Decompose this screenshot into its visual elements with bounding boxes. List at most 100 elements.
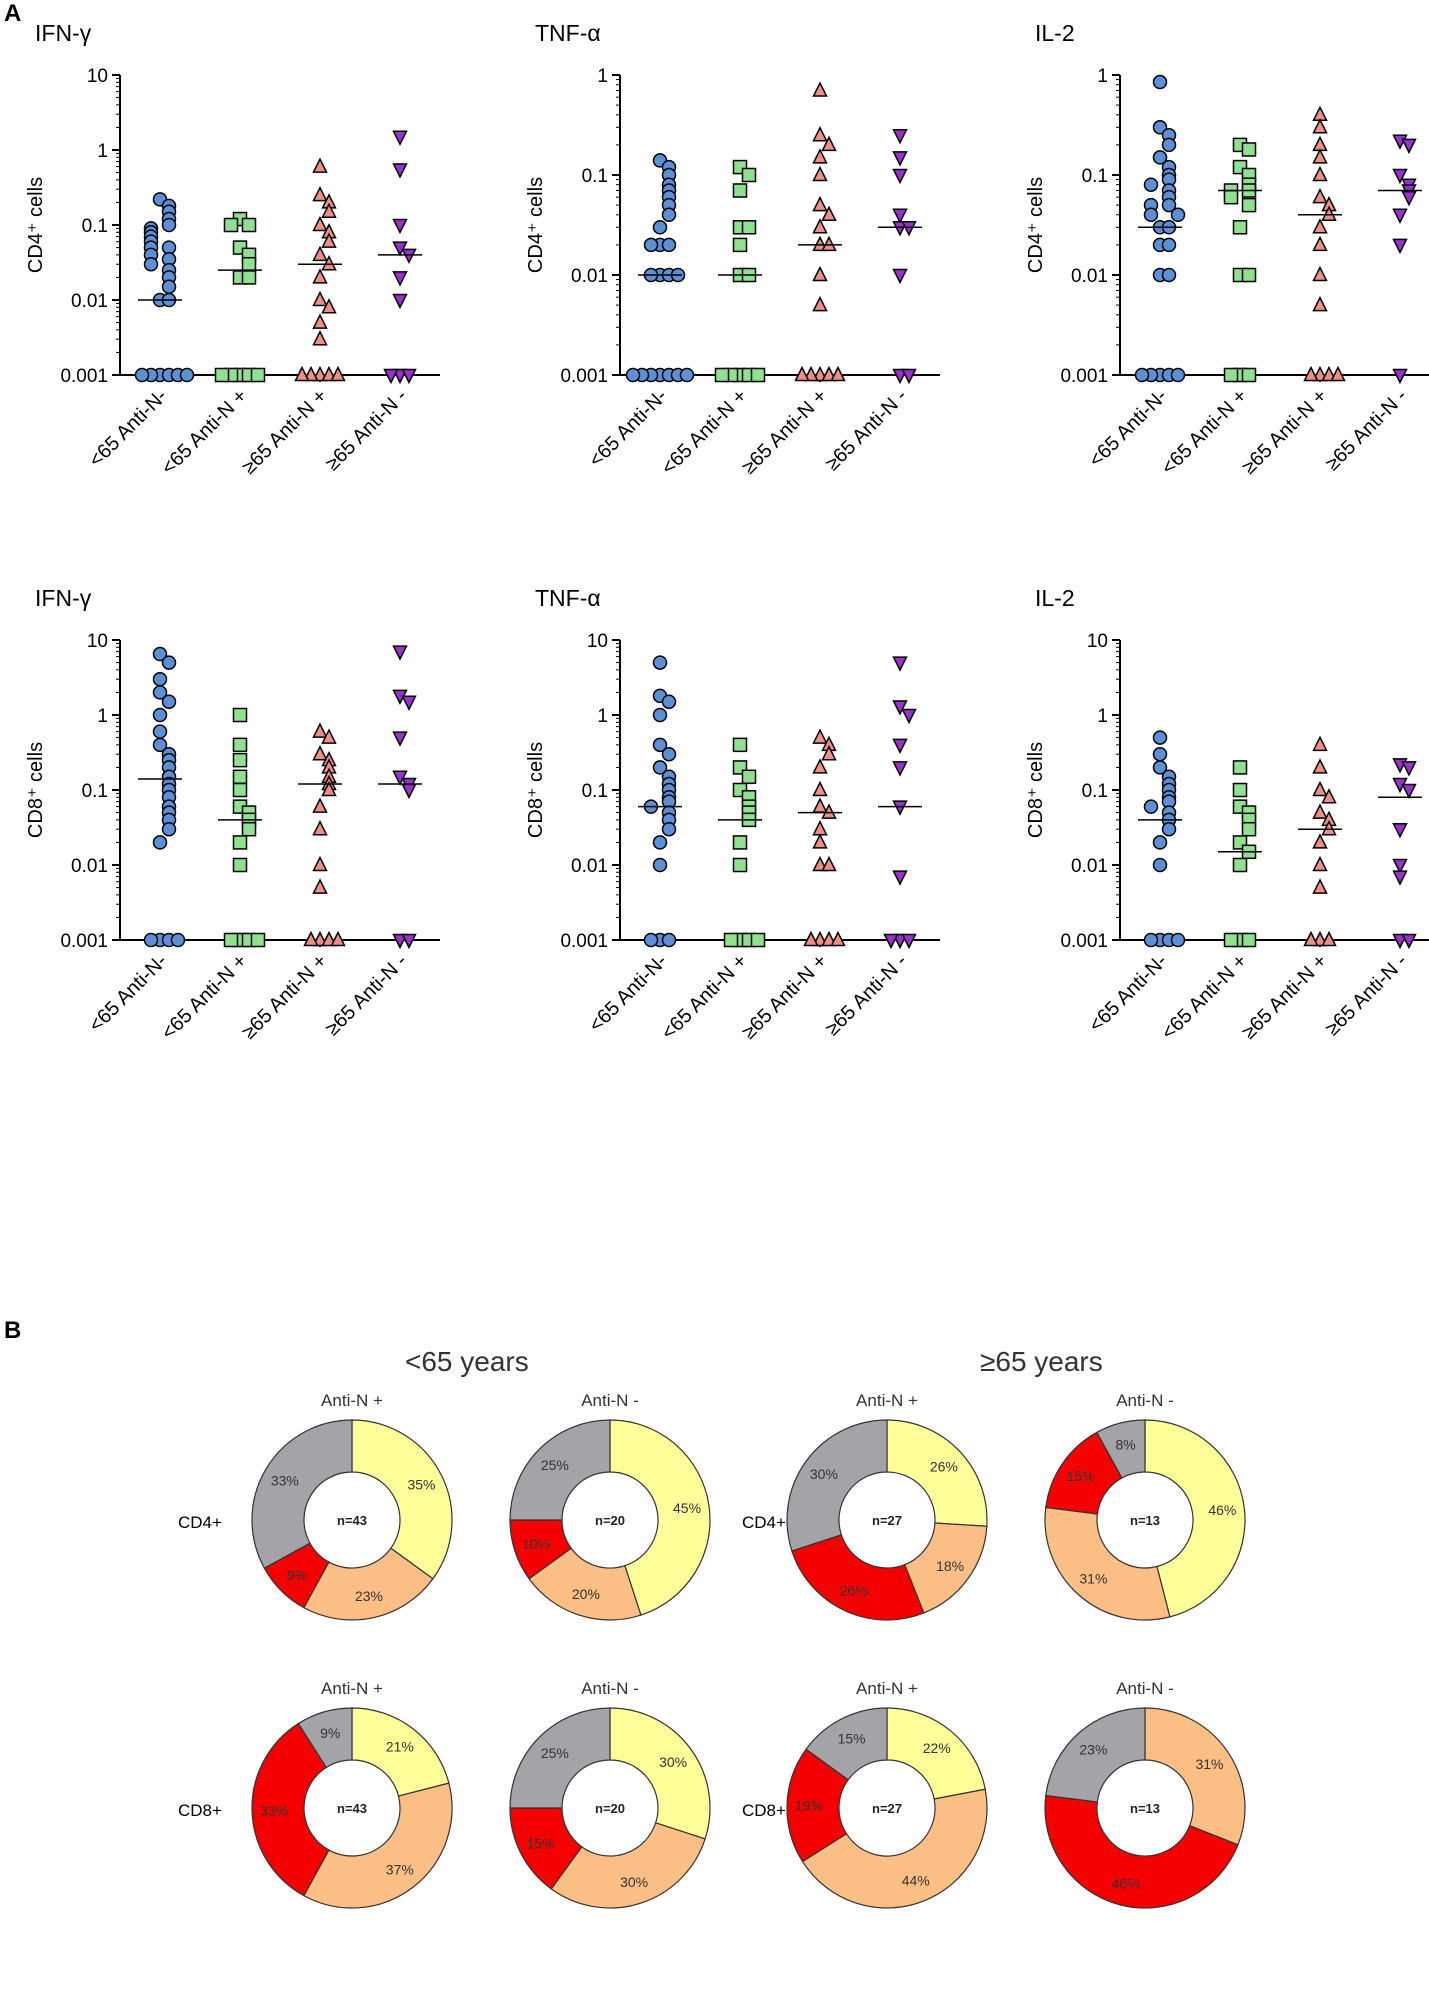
data-point [812, 797, 828, 813]
x-tick-label: ≥65 Anti-N - [321, 950, 411, 1040]
data-point [741, 769, 757, 785]
slice-label: 26% [840, 1583, 868, 1599]
data-point [1401, 138, 1417, 155]
x-tick-label: ≥65 Anti-N + [738, 385, 832, 479]
chart-title: IFN-γ [35, 585, 92, 611]
donut-center-label: n=27 [872, 1801, 902, 1816]
data-point [741, 167, 757, 183]
y-axis-label: CD8⁺ cells [1025, 742, 1047, 838]
data-point [812, 265, 828, 282]
data-point [152, 707, 168, 723]
chart-title: IL-2 [1035, 585, 1075, 611]
y-tick-label: 10 [87, 631, 108, 652]
chart-title: IFN-γ [35, 20, 92, 46]
data-point [892, 268, 908, 285]
data-point [679, 367, 695, 383]
data-point [1152, 835, 1168, 850]
x-tick-label: ≥65 Anti-N - [1321, 385, 1411, 475]
data-point [812, 235, 828, 252]
slice-label: 25% [541, 1745, 569, 1761]
data-point [392, 218, 408, 235]
data-point [1241, 142, 1257, 157]
donut-slice-orange [1144, 1707, 1246, 1846]
data-point [821, 235, 837, 252]
donut-slice-red [786, 1748, 850, 1863]
data-point [143, 932, 159, 948]
donut-slice-yellow [886, 1707, 986, 1800]
data-point [312, 365, 328, 382]
data-point [1152, 120, 1168, 135]
x-tick-label: ≥65 Anti-N + [1238, 950, 1332, 1044]
data-point [1161, 821, 1177, 837]
y-tick-label: 0.01 [571, 856, 608, 877]
data-point [1312, 188, 1328, 204]
data-point [1392, 822, 1408, 839]
y-tick-label: 0.01 [1071, 856, 1108, 877]
data-point [892, 208, 908, 224]
x-tick-label: <65 Anti-N- [85, 950, 172, 1037]
data-point [1312, 930, 1328, 947]
y-tick-label: 1 [1097, 66, 1108, 87]
chart-donut-cd8-o65-neg: Anti-N - 31% 46% 23% n=13 [1044, 1679, 1246, 1909]
data-point [661, 932, 677, 948]
data-point [1330, 365, 1346, 382]
donut-slice-grey [251, 1419, 353, 1569]
data-point [732, 857, 748, 873]
data-point [812, 930, 828, 947]
data-point [1143, 177, 1159, 192]
data-point [312, 330, 328, 346]
data-point [883, 933, 899, 950]
x-tick-label: ≥65 Anti-N + [238, 950, 332, 1044]
data-point [214, 367, 230, 383]
data-point [152, 671, 168, 687]
y-tick-label: 0.001 [1060, 931, 1108, 952]
slice-label: 8% [1115, 1436, 1135, 1452]
row-label-cd8: CD8+ [178, 1801, 222, 1820]
data-point [161, 821, 177, 837]
slice-label: 44% [902, 1873, 930, 1889]
data-point [1241, 197, 1257, 213]
chart-cd4-tnfa: TNF-α CD4⁺ cells 1 0.1 0.01 0.001<65 Anti-N-<… [525, 20, 940, 479]
data-point [241, 270, 257, 285]
data-point [803, 365, 819, 382]
data-point [821, 205, 837, 222]
row-label-cd8: CD8+ [742, 1801, 786, 1820]
y-tick-label: 0.1 [82, 216, 108, 237]
y-tick-label: 0.001 [1060, 366, 1108, 387]
slice-label: 15% [838, 1731, 866, 1747]
slice-label: 45% [673, 1500, 701, 1516]
data-point [321, 255, 337, 271]
y-tick-label: 0.001 [560, 931, 608, 952]
donut-slice-yellow [351, 1419, 453, 1580]
y-axis-label: CD8⁺ cells [525, 742, 547, 838]
donut-slice-red [1044, 1794, 1239, 1909]
data-point [821, 135, 837, 152]
data-point [1312, 118, 1328, 134]
data-point [1134, 367, 1150, 383]
slice-label: 31% [1079, 1571, 1107, 1587]
data-point [312, 215, 328, 232]
data-point [1321, 788, 1337, 804]
donut-center-label: n=13 [1130, 1801, 1160, 1816]
data-point [392, 933, 408, 950]
data-point [152, 646, 168, 662]
data-point [812, 820, 828, 836]
slice-label: 23% [355, 1588, 383, 1604]
data-point [312, 245, 328, 262]
data-point [1321, 820, 1337, 836]
chart-donut-cd4-u65-neg: Anti-N - 45% 20% 10% 25% n=20 [509, 1391, 711, 1621]
donut-slice-yellow [609, 1419, 711, 1616]
donut-title: Anti-N - [1116, 1391, 1174, 1410]
slice-label: 10% [522, 1536, 550, 1552]
data-point [892, 168, 908, 185]
data-point [812, 758, 828, 774]
data-point [892, 870, 908, 886]
x-tick-label: <65 Anti-N- [85, 385, 172, 472]
data-point [321, 780, 337, 797]
data-point [892, 151, 908, 167]
y-tick-label: 0.01 [1071, 266, 1108, 287]
data-point [750, 367, 766, 383]
slice-label: 23% [1079, 1741, 1107, 1757]
